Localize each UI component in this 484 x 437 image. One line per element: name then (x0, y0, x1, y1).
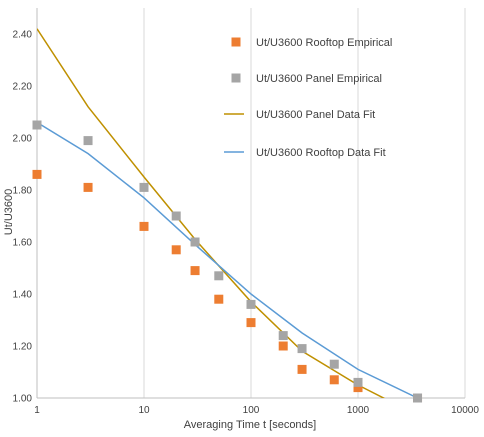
data-point (278, 341, 288, 351)
data-point (32, 120, 42, 130)
data-point (353, 377, 363, 387)
y-tick-label: 1.40 (13, 290, 33, 301)
legend-label: Ut/U3600 Panel Empirical (256, 73, 382, 85)
fit-line (37, 28, 386, 398)
data-point (83, 136, 93, 146)
legend-marker (231, 73, 241, 83)
data-point (246, 318, 256, 328)
y-tick-label: 1.60 (13, 238, 33, 249)
data-point (139, 182, 149, 192)
y-tick-label: 2.20 (13, 82, 33, 93)
data-point (214, 294, 224, 304)
data-point (413, 393, 423, 403)
legend-label: Ut/U3600 Rooftop Data Fit (256, 147, 386, 159)
y-tick-label: 1.00 (13, 394, 33, 405)
data-point (329, 375, 339, 385)
data-point (278, 331, 288, 341)
legend-label: Ut/U3600 Panel Data Fit (256, 109, 375, 121)
x-tick-label: 1 (34, 405, 40, 416)
y-tick-label: 1.20 (13, 342, 33, 353)
y-tick-label: 1.80 (13, 186, 33, 197)
data-point (329, 359, 339, 369)
legend-label: Ut/U3600 Rooftop Empirical (256, 37, 392, 49)
data-point (190, 266, 200, 276)
x-tick-label: 1000 (347, 405, 370, 416)
plot-series (32, 28, 423, 403)
x-tick-label: 10 (138, 405, 150, 416)
x-axis-title: Averaging Time t [seconds] (184, 419, 316, 431)
data-point (171, 245, 181, 255)
data-point (297, 364, 307, 374)
data-point (171, 211, 181, 221)
fit-line (37, 121, 418, 398)
data-point (353, 383, 363, 393)
legend-marker (231, 37, 241, 47)
y-tick-label: 2.00 (13, 134, 33, 145)
axes: 1 10 100 1000 10000 1.00 1.20 1.40 1.60 1.80 2.00 2… (13, 8, 479, 416)
data-point (246, 299, 256, 309)
x-tick-label: 10000 (451, 405, 479, 416)
data-point (214, 271, 224, 281)
y-axis-title: Ut/U3600 (3, 189, 15, 235)
y-tick-label: 2.40 (13, 30, 33, 41)
data-point (190, 237, 200, 247)
data-point (83, 182, 93, 192)
data-point (139, 221, 149, 231)
legend: Ut/U3600 Rooftop Empirical Ut/U3600 Panel… (224, 37, 392, 159)
x-tick-label: 100 (243, 405, 260, 416)
data-point (32, 169, 42, 179)
gridlines (143, 8, 466, 398)
data-point (297, 344, 307, 354)
